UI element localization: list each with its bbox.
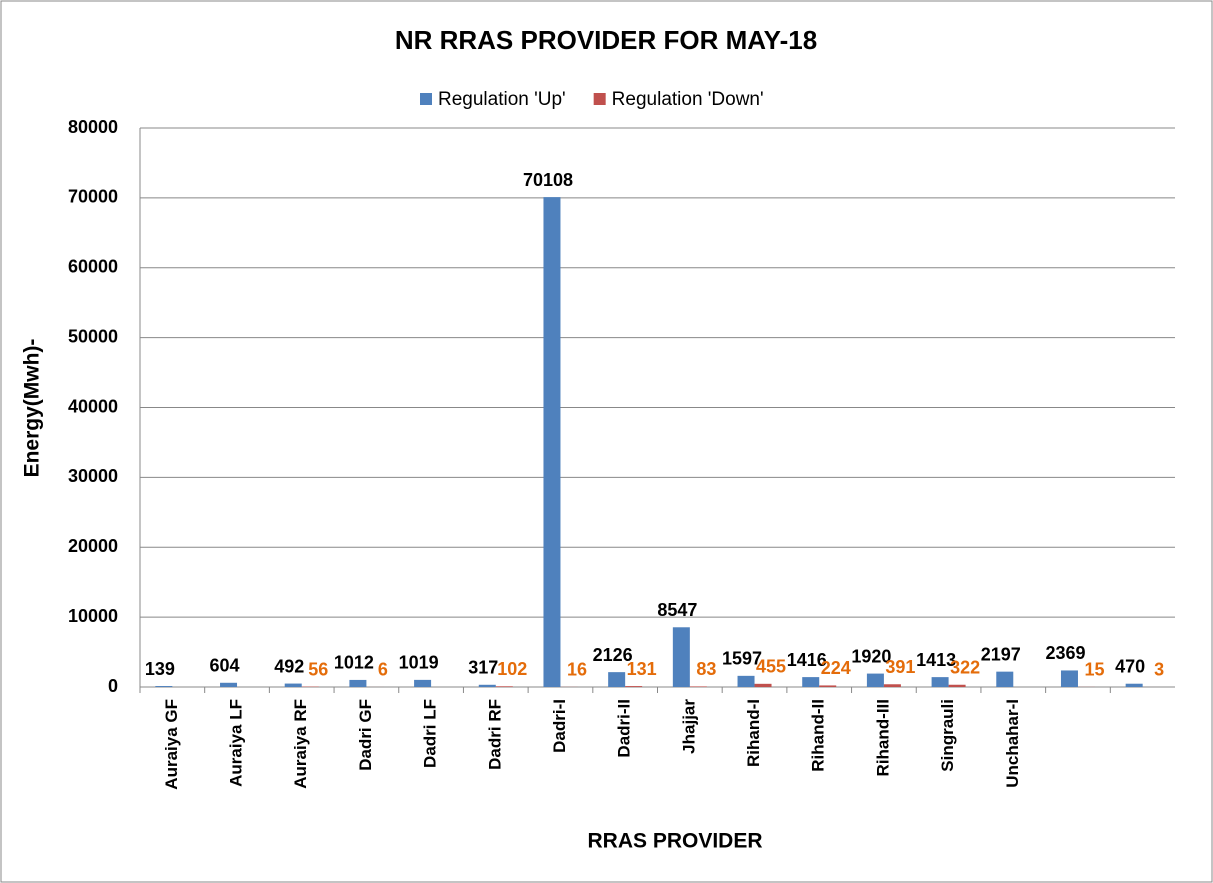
data-label: 391 [885,657,915,677]
data-label: 8547 [657,600,697,620]
data-label: 139 [145,659,175,679]
data-label: 1920 [851,646,891,666]
data-label: 70108 [523,170,573,190]
bar [608,672,626,687]
bar [495,686,513,687]
y-tick-label: 30000 [68,466,118,486]
y-tick-label: 70000 [68,187,118,207]
bar [414,679,432,687]
bar [737,675,755,687]
bar [543,197,561,687]
data-label: 1416 [787,650,827,670]
bar [284,683,302,687]
legend-label: Regulation 'Down' [612,89,764,110]
data-label: 3 [1154,660,1164,680]
bar [866,673,884,687]
data-label: 2126 [593,645,633,665]
bar [349,679,367,687]
y-tick-label: 40000 [68,396,118,416]
data-label: 604 [210,656,240,676]
data-label: 224 [821,658,851,678]
y-tick-label: 0 [108,676,118,696]
bar [672,627,690,687]
x-tick-label: Auraiya GF [162,699,181,790]
data-label: 131 [627,659,657,679]
y-axis-label: Energy(Mwh)- [21,339,44,478]
bar [931,677,949,687]
x-tick-label: Auraiya LF [227,699,246,787]
bar [819,685,837,687]
bar [1125,683,1143,687]
y-tick-label: 50000 [68,326,118,346]
data-label: 1597 [722,649,762,669]
bar [220,682,238,687]
x-tick-label: Rihand-I [744,699,763,767]
x-tick-label: Dadri LF [421,699,440,768]
x-axis-label: RRAS PROVIDER [587,830,762,853]
data-label: 470 [1115,656,1145,676]
data-label: 83 [696,659,716,679]
x-tick-label: Singrauli [938,699,957,772]
bar [996,671,1014,687]
x-tick-label: Auraiya RF [291,699,310,789]
x-tick-label: Dadri RF [485,699,504,770]
y-tick-label: 10000 [68,606,118,626]
x-tick-label: Rihand-III [873,699,892,776]
data-label: 1012 [334,653,374,673]
bar [754,683,772,687]
bar [802,677,820,687]
x-tick-label: Dadri-I [550,699,569,753]
x-tick-label: Dadri-II [615,699,634,758]
legend-swatch [420,93,432,105]
chart-title: NR RRAS PROVIDER FOR MAY-18 [395,25,817,55]
x-tick-label: Dadri GF [356,699,375,771]
bar [948,684,966,687]
x-tick-label: Jhajjar [679,699,698,754]
bar [883,684,901,687]
x-tick-label: Unchahar-I [1003,699,1022,788]
data-label: 317 [468,658,498,678]
x-tick-label: Rihand-II [809,699,828,772]
y-tick-label: 80000 [68,117,118,137]
bar [478,684,496,687]
data-label: 2369 [1045,643,1085,663]
data-label: 102 [497,659,527,679]
legend-label: Regulation 'Up' [438,89,566,110]
bar [155,686,173,687]
y-tick-label: 60000 [68,257,118,277]
data-label: 6 [378,660,388,680]
legend-swatch [593,93,606,105]
data-label: 322 [950,658,980,678]
data-label: 1019 [399,653,439,673]
y-tick-label: 20000 [68,536,118,556]
data-label: 15 [1084,660,1104,680]
bar [625,686,643,687]
data-label: 2197 [981,644,1021,664]
data-label: 1413 [916,650,956,670]
data-label: 16 [567,660,587,680]
bar [1060,670,1078,687]
data-label: 455 [756,657,786,677]
data-label: 492 [274,656,304,676]
bar [689,686,707,687]
data-label: 56 [308,659,328,679]
